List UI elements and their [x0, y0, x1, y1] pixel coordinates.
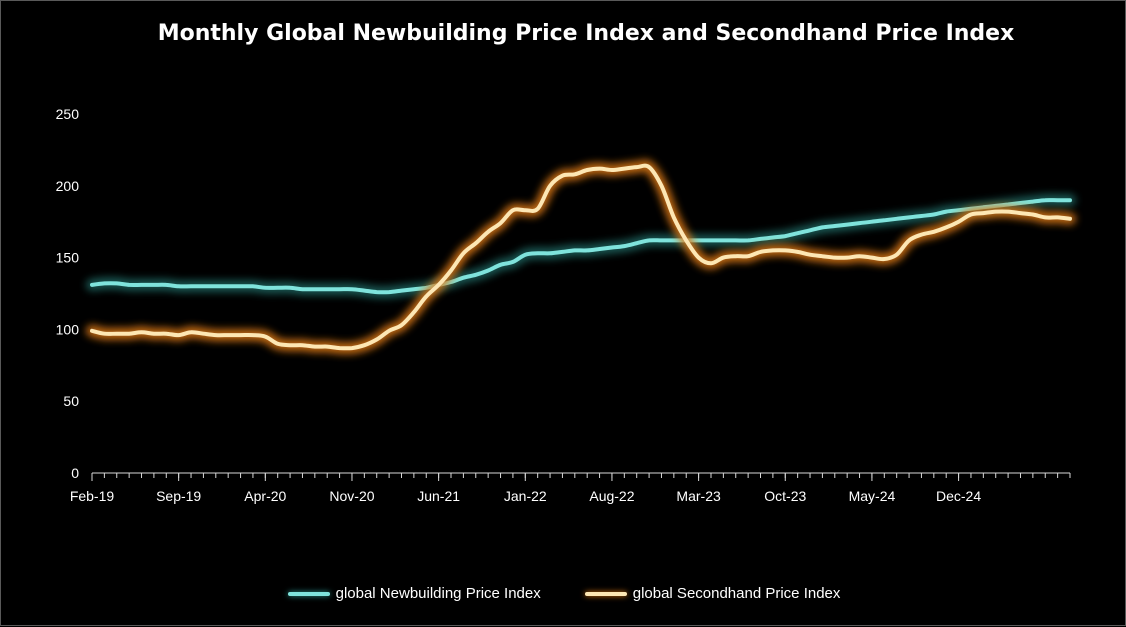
legend-swatch-secondhand	[584, 591, 627, 596]
x-tick-label: Dec-24	[936, 488, 981, 504]
y-tick-label: 150	[56, 250, 80, 266]
x-tick-label: Aug-22	[589, 488, 634, 504]
y-tick-label: 250	[56, 106, 80, 122]
x-tick-label: Oct-23	[764, 488, 806, 504]
legend-label-newbuilding: global Newbuilding Price Index	[335, 585, 541, 602]
x-tick-label: May-24	[849, 488, 896, 504]
x-tick-label: Apr-20	[244, 488, 286, 504]
y-tick-label: 100	[56, 321, 80, 337]
legend-item-secondhand[interactable]: global Secondhand Price Index	[584, 585, 841, 602]
series-newbuilding-line[interactable]	[90, 198, 1072, 295]
series-layer	[86, 159, 1076, 355]
legend-swatch-newbuilding	[287, 591, 330, 596]
series-secondhand-line[interactable]	[90, 163, 1072, 351]
axes: 0 50 100 150 200 250 Feb-19 Sep-19 Apr-20 Nov-20 J…	[56, 106, 1071, 504]
x-tick-label: Feb-19	[70, 488, 115, 504]
y-tick-label: 0	[71, 465, 79, 481]
legend: global Newbuilding Price Index global Se…	[1, 585, 1126, 602]
series-secondhand-glow	[86, 159, 1076, 355]
legend-item-newbuilding[interactable]: global Newbuilding Price Index	[287, 585, 541, 602]
y-tick-label: 200	[56, 178, 80, 194]
chart-title: Monthly Global Newbuilding Price Index a…	[157, 21, 1015, 46]
x-tick-label: Jan-22	[504, 488, 547, 504]
legend-label-secondhand: global Secondhand Price Index	[632, 585, 841, 602]
series-newbuilding-group	[86, 194, 1076, 299]
x-tick-label: Mar-23	[676, 488, 721, 504]
x-tick-label: Nov-20	[329, 488, 374, 504]
y-tick-label: 50	[63, 393, 79, 409]
x-tick-label: Jun-21	[417, 488, 460, 504]
x-tick-label: Sep-19	[156, 488, 201, 504]
series-secondhand-group	[86, 159, 1076, 355]
